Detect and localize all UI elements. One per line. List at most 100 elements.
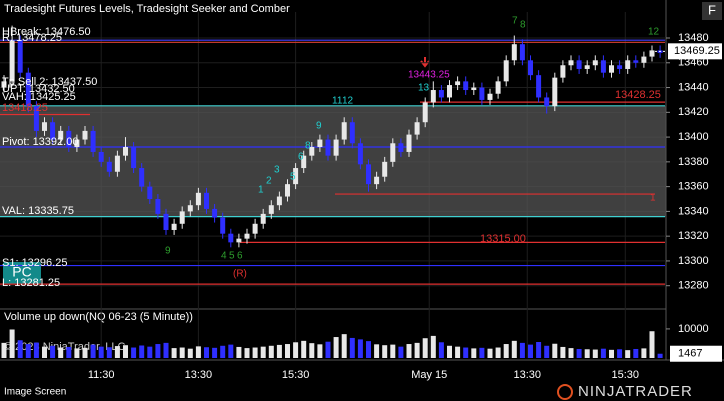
volume-bar (568, 348, 574, 358)
volume-bar (252, 347, 258, 358)
x-tick-label: 13:30 (513, 369, 541, 381)
candle-body (212, 208, 218, 218)
volume-bar (438, 342, 444, 358)
f-button[interactable] (702, 2, 722, 20)
volume-bar (42, 346, 47, 358)
annotation: 8 (520, 20, 526, 31)
volume-bar (487, 348, 493, 358)
value-area (0, 105, 666, 217)
candle-body (568, 60, 574, 66)
brand: NINJATRADER (578, 383, 693, 400)
volume-bar (584, 349, 590, 358)
volume-bar (90, 344, 96, 358)
candle-body (430, 90, 436, 103)
annotation: 1 (258, 185, 264, 196)
candle-body (131, 146, 137, 169)
x-tick-label: 11:30 (88, 369, 115, 381)
y-tick-label: 13300 (678, 255, 709, 267)
candle-body (309, 146, 315, 156)
annotation: 5 (229, 251, 235, 262)
volume-bar (649, 331, 655, 358)
level-label: 13315.00 (480, 233, 526, 245)
candle-body (276, 196, 282, 206)
volume-bar (163, 342, 169, 358)
candle-body (455, 81, 461, 86)
volume-bar (293, 342, 299, 358)
candle-body (268, 205, 274, 214)
candle-body (560, 65, 566, 78)
volume-bar (147, 346, 153, 358)
annotation: 5 (290, 172, 296, 183)
volume-bar (552, 343, 558, 358)
volume-bar (204, 347, 209, 358)
volume-bar (325, 341, 331, 358)
volume-bar (171, 348, 177, 358)
volume-bar (528, 344, 533, 358)
candle-body (463, 81, 469, 91)
volume-bar (260, 346, 266, 358)
candle-body (317, 139, 323, 147)
volume-bar (317, 344, 323, 358)
volume-bar (641, 348, 647, 358)
volume-bar (123, 345, 128, 358)
candle-body (220, 217, 226, 234)
volume-bar (58, 347, 64, 358)
candle-body (50, 122, 56, 140)
annotation: 9 (165, 246, 171, 257)
candle-body (139, 168, 145, 187)
candle-body (600, 60, 606, 73)
annotation: 2 (266, 176, 272, 187)
candle-body (252, 223, 258, 234)
level-label: 13418.25 (2, 102, 48, 114)
candle-body (42, 122, 47, 131)
last-price-label: 13469.25 (674, 45, 720, 57)
annotation: 13443.25 (408, 70, 450, 81)
volume-bar (1, 342, 7, 358)
annotation: 11 (332, 96, 343, 107)
x-tick-label: 15:30 (612, 369, 640, 381)
pc-button-label[interactable]: PC (12, 264, 31, 280)
volume-bar (657, 353, 663, 358)
last-price-box (668, 43, 722, 60)
annotation: 13 (418, 83, 430, 94)
annotation: 3 (274, 165, 280, 176)
candle-body (487, 93, 493, 100)
volume-bar (244, 348, 250, 358)
candle-body (422, 102, 428, 123)
candle-body (17, 40, 23, 73)
x-tick-label: 15:30 (282, 369, 310, 381)
volume-bar (212, 347, 218, 358)
candle-body (609, 65, 614, 73)
last-volume-box (670, 345, 722, 362)
volume-bar (66, 346, 72, 358)
candle-body (260, 213, 266, 224)
candle-body (633, 60, 639, 63)
candle-body (179, 211, 185, 224)
candle-body (74, 139, 80, 147)
candle-body (576, 60, 582, 69)
volume-bar (114, 346, 120, 358)
candle-body (649, 50, 655, 57)
candle-body (349, 122, 355, 144)
volume-bar (187, 348, 193, 358)
volume-bar (341, 334, 347, 358)
volume-bar (544, 345, 550, 358)
y-tick-label: 13460 (678, 57, 709, 69)
candle-body (82, 130, 88, 140)
annotation: 1 (650, 193, 656, 204)
volume-bar (406, 344, 412, 358)
annotation: (R) (233, 269, 247, 280)
candle-body (584, 65, 590, 69)
f-button-label[interactable]: F (708, 2, 716, 17)
candle-body (374, 176, 380, 185)
candle-body (398, 143, 404, 152)
volume-bar (195, 346, 201, 358)
candle-body (536, 75, 542, 98)
volume-bar (511, 340, 517, 358)
volume-bar (131, 347, 137, 358)
plot-layer (0, 12, 666, 358)
candle-body (9, 40, 15, 82)
pc-button[interactable] (3, 262, 41, 284)
volume-bar (447, 345, 452, 358)
annotation: 6 (298, 152, 304, 163)
